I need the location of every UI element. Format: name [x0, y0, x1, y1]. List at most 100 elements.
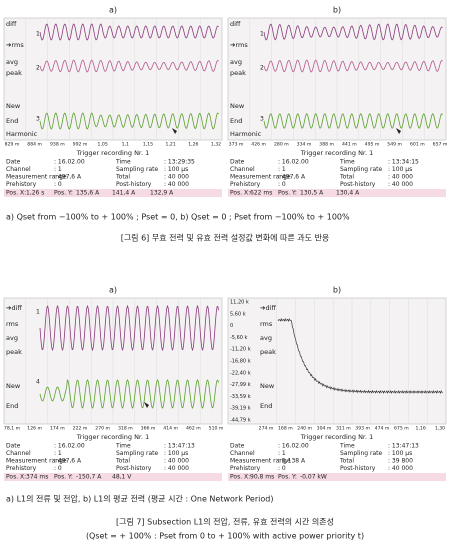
x-tick-label: 1,26: [188, 142, 198, 148]
info-text: : 40 000: [164, 174, 189, 181]
info-text: Post-history: [116, 181, 152, 188]
y-tick-label: -39,19 k: [230, 406, 251, 412]
channel-label: diff: [6, 20, 17, 28]
info-text: : 100 µs: [164, 166, 188, 173]
channel-label: avg: [6, 58, 18, 66]
y-tick-label: 11,20 k: [230, 300, 249, 306]
x-tick-label: 829 m: [5, 142, 20, 148]
info-text: : 1: [278, 166, 286, 173]
info-text: : 0: [278, 181, 286, 188]
position-bar: [4, 189, 222, 197]
info-text: Date: [230, 443, 245, 450]
x-tick-label: 174 m: [50, 426, 65, 432]
y-tick-label: -16,80 k: [230, 359, 251, 365]
info-text: : 497,6 A: [54, 458, 82, 465]
info-text: Time: [339, 443, 355, 450]
info-text: : 497,6 A: [54, 174, 82, 181]
y-tick-label: -11,20 k: [230, 347, 251, 353]
x-tick-label: 462 m: [186, 426, 201, 432]
x-tick-label: 366 m: [141, 426, 156, 432]
info-text: : 40 000: [164, 181, 189, 188]
x-tick-label: 393 m: [355, 426, 370, 432]
position-text: Pos. Y:: [54, 474, 73, 481]
channel-label: New: [6, 102, 21, 110]
x-tick-label: 1,15: [143, 142, 153, 148]
channel-number: 2: [36, 65, 40, 72]
x-tick-label: 334 m: [297, 142, 312, 148]
info-text: : 39 800: [388, 458, 413, 465]
info-text: Prehistory: [230, 465, 261, 472]
x-tick-label: 549 m: [387, 142, 402, 148]
info-text: : 497,6 A: [278, 174, 306, 181]
waveform: [263, 113, 443, 129]
info-text: : 40 000: [164, 458, 189, 465]
info-text: Post-history: [340, 465, 376, 472]
trigger-label: Trigger recording Nr. 1: [76, 433, 150, 441]
info-text: : 13:34:15: [388, 159, 419, 166]
info-text: : 0: [54, 465, 62, 472]
info-text: Prehistory: [6, 465, 37, 472]
cursor-arrow: [396, 128, 401, 134]
y-tick-label: -22,40 k: [230, 370, 251, 376]
y-tick-label: -33,59 k: [230, 394, 251, 400]
info-text: Channel: [230, 450, 255, 457]
x-tick-label: 126 m: [27, 426, 42, 432]
y-tick-label: 5,60 k: [230, 311, 246, 317]
position-bar: [228, 473, 446, 481]
channel-label: ➔diff: [260, 304, 276, 312]
x-tick-label: 992 m: [73, 142, 88, 148]
y-tick-label: -27,99 k: [230, 382, 251, 388]
info-text: : 100 µs: [164, 450, 188, 457]
info-text: : 40 000: [388, 181, 413, 188]
x-tick-label: 311 m: [336, 426, 351, 432]
x-tick-label: 495 m: [365, 142, 380, 148]
info-text: Sampling rate: [116, 166, 158, 173]
info-text: : 40 000: [388, 174, 413, 181]
position-text: Pos. X:: [230, 190, 250, 197]
position-text: Pos. X:: [6, 474, 26, 481]
x-tick-label: 657 m: [433, 142, 448, 148]
figure-title: [그림 7] Subsection L1의 전압, 전류, 유효 전력의 시간 …: [116, 517, 334, 527]
x-tick-label: 78,1 m: [4, 426, 21, 432]
info-text: : 40 000: [388, 465, 413, 472]
info-text: Measurement range: [6, 174, 67, 181]
x-tick-label: 474 m: [375, 426, 390, 432]
y-tick-label: -44,79 k: [230, 418, 251, 424]
channel-label: New: [230, 102, 245, 110]
channel-number: 3: [36, 116, 40, 123]
x-tick-label: 270 m: [95, 426, 110, 432]
info-text: : 40 000: [164, 465, 189, 472]
channel-label: avg: [260, 334, 272, 342]
info-text: : 100 µs: [388, 166, 412, 173]
channel-label: New: [6, 382, 21, 390]
position-text: 622 ms: [250, 190, 272, 197]
position-text: Pos. Y:: [278, 190, 297, 197]
info-text: : 0: [278, 465, 286, 472]
info-text: : 13:29:35: [164, 159, 195, 166]
position-text: 135,6 A: [76, 190, 100, 197]
info-text: Total: [339, 458, 354, 465]
cursor-arrow: [172, 128, 177, 134]
x-tick-label: 274 m: [259, 426, 274, 432]
info-text: : 16.02.00: [278, 443, 309, 450]
info-text: Sampling rate: [116, 450, 158, 457]
position-text: -0,07 kW: [300, 474, 327, 481]
trigger-label: Trigger recording Nr. 1: [76, 149, 150, 157]
channel-label: ➔diff: [6, 304, 22, 312]
waveform: [39, 23, 219, 41]
channel-label: diff: [230, 20, 241, 28]
channel-label: End: [230, 117, 242, 125]
info-text: : 100 µs: [388, 450, 412, 457]
trigger-label: Trigger recording Nr. 1: [300, 433, 374, 441]
info-text: Channel: [6, 166, 31, 173]
channel-number: 1: [36, 309, 40, 316]
x-tick-label: 426 m: [251, 142, 266, 148]
info-text: Total: [339, 174, 354, 181]
position-text: Pos. X:: [230, 474, 250, 481]
y-tick-label: -5,60 k: [230, 335, 248, 341]
waveform: [39, 304, 219, 352]
position-text: 132,9 A: [150, 190, 174, 197]
x-tick-label: 1,05: [98, 142, 108, 148]
info-text: Sampling rate: [340, 450, 382, 457]
